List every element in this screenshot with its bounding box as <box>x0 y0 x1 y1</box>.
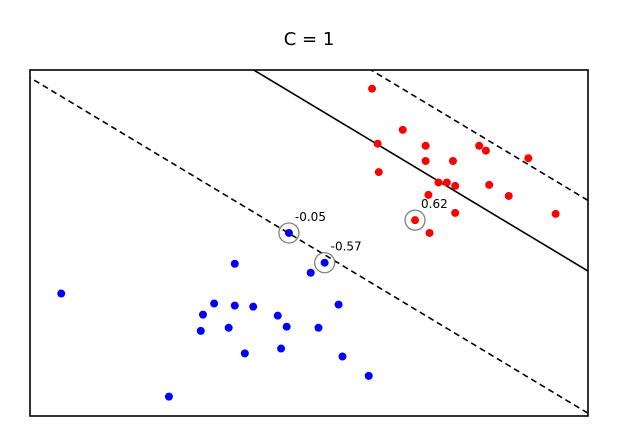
red-data-point <box>504 191 513 200</box>
blue-data-point <box>306 268 315 277</box>
red-data-point <box>485 180 494 189</box>
blue-data-point <box>320 258 329 267</box>
red-data-point <box>448 156 457 165</box>
blue-data-point <box>273 311 282 320</box>
blue-data-point <box>277 344 286 353</box>
red-data-point <box>398 125 407 134</box>
blue-data-point <box>364 371 373 380</box>
support-vector-circle <box>404 209 426 231</box>
red-data-point <box>373 139 382 148</box>
blue-data-point <box>57 289 66 298</box>
blue-data-point <box>282 322 291 331</box>
blue-data-point <box>249 302 258 311</box>
red-data-point <box>425 228 434 237</box>
red-data-point <box>368 84 377 93</box>
chart-title: C = 1 <box>284 29 335 50</box>
red-data-point <box>451 181 460 190</box>
red-data-point <box>524 154 533 163</box>
blue-data-point <box>230 259 239 268</box>
blue-data-point <box>224 323 233 332</box>
red-data-point <box>434 178 443 187</box>
lower-margin-line <box>30 76 588 415</box>
upper-margin-line <box>369 70 588 202</box>
blue-data-point <box>334 300 343 309</box>
blue-data-point <box>338 352 347 361</box>
blue-data-point <box>284 228 293 237</box>
red-data-point <box>481 146 490 155</box>
support-vector-label: -0.57 <box>331 240 362 254</box>
support-vector-label: -0.05 <box>295 210 326 224</box>
data-points <box>57 84 560 401</box>
red-data-point <box>451 208 460 217</box>
blue-data-point <box>196 326 205 335</box>
blue-data-point <box>230 301 239 310</box>
support-vector-circle <box>278 222 300 244</box>
red-data-point <box>442 178 451 187</box>
red-data-point <box>475 141 484 150</box>
red-data-point <box>424 190 433 199</box>
blue-data-point <box>210 299 219 308</box>
red-data-point <box>374 168 383 177</box>
plot-frame <box>29 69 589 417</box>
decision-boundary-line <box>252 70 588 272</box>
red-data-point <box>421 156 430 165</box>
red-data-point <box>421 141 430 150</box>
red-data-point <box>551 209 560 218</box>
support-vector-labels: -0.05 -0.57 0.62 <box>295 197 448 254</box>
blue-data-point <box>198 310 207 319</box>
support-vector-circle <box>313 252 336 274</box>
blue-data-point <box>240 349 249 358</box>
red-data-point <box>411 216 420 225</box>
blue-data-point <box>164 392 173 401</box>
support-vector-circles <box>278 209 426 274</box>
blue-data-point <box>314 323 323 332</box>
support-vector-label: 0.62 <box>421 197 448 211</box>
